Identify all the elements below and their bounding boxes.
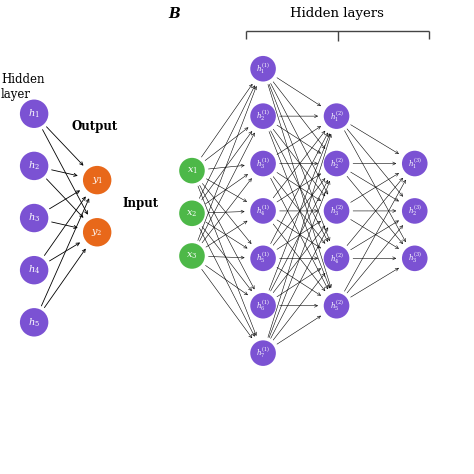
Text: $h_7^{(1)}$: $h_7^{(1)}$ <box>256 346 270 360</box>
Circle shape <box>250 103 276 129</box>
Text: $h_1^{(3)}$: $h_1^{(3)}$ <box>408 156 421 171</box>
Circle shape <box>83 166 111 194</box>
Circle shape <box>20 152 48 180</box>
Circle shape <box>179 243 205 269</box>
Text: $y_2$: $y_2$ <box>91 227 103 238</box>
Text: $h_2$: $h_2$ <box>28 160 40 172</box>
Text: $h_5^{(2)}$: $h_5^{(2)}$ <box>330 299 343 313</box>
Circle shape <box>20 100 48 128</box>
Text: $h_2^{(3)}$: $h_2^{(3)}$ <box>408 204 421 218</box>
Circle shape <box>402 246 428 271</box>
Text: B: B <box>168 7 180 21</box>
Text: $h_5$: $h_5$ <box>28 316 40 328</box>
Circle shape <box>20 256 48 284</box>
Text: Hidden
layer: Hidden layer <box>1 73 45 101</box>
Circle shape <box>402 151 428 176</box>
Circle shape <box>324 293 349 319</box>
Text: $h_1$: $h_1$ <box>28 108 40 120</box>
Circle shape <box>324 198 349 224</box>
Circle shape <box>324 151 349 176</box>
Circle shape <box>20 308 48 337</box>
Circle shape <box>20 204 48 232</box>
Text: $h_3^{(2)}$: $h_3^{(2)}$ <box>330 204 343 218</box>
Circle shape <box>250 56 276 82</box>
Text: $h_5^{(1)}$: $h_5^{(1)}$ <box>256 251 270 265</box>
Circle shape <box>250 293 276 319</box>
Text: $h_1^{(2)}$: $h_1^{(2)}$ <box>330 109 343 124</box>
Text: $y_1$: $y_1$ <box>91 174 103 186</box>
Text: $h_4$: $h_4$ <box>28 264 40 276</box>
Text: Input: Input <box>123 197 159 210</box>
Text: $h_4^{(1)}$: $h_4^{(1)}$ <box>256 203 270 219</box>
Circle shape <box>250 340 276 366</box>
Circle shape <box>250 246 276 271</box>
Text: $h_6^{(1)}$: $h_6^{(1)}$ <box>256 299 270 313</box>
Circle shape <box>83 218 111 246</box>
Circle shape <box>402 198 428 224</box>
Text: $h_2^{(2)}$: $h_2^{(2)}$ <box>330 156 343 171</box>
Circle shape <box>324 246 349 271</box>
Text: $x_2$: $x_2$ <box>186 208 198 219</box>
Text: $x_3$: $x_3$ <box>186 251 198 261</box>
Text: $h_1^{(1)}$: $h_1^{(1)}$ <box>256 61 270 76</box>
Circle shape <box>250 151 276 176</box>
Circle shape <box>324 103 349 129</box>
Text: $h_2^{(1)}$: $h_2^{(1)}$ <box>256 109 270 123</box>
Text: $h_4^{(2)}$: $h_4^{(2)}$ <box>330 251 343 266</box>
Text: $h_3$: $h_3$ <box>28 212 40 224</box>
Circle shape <box>250 198 276 224</box>
Text: Output: Output <box>72 120 118 133</box>
Text: Hidden layers: Hidden layers <box>290 7 383 20</box>
Circle shape <box>179 201 205 226</box>
Text: $x_1$: $x_1$ <box>186 165 198 176</box>
Text: $h_3^{(1)}$: $h_3^{(1)}$ <box>256 156 270 171</box>
Text: $h_3^{(3)}$: $h_3^{(3)}$ <box>408 251 421 265</box>
Circle shape <box>179 158 205 183</box>
